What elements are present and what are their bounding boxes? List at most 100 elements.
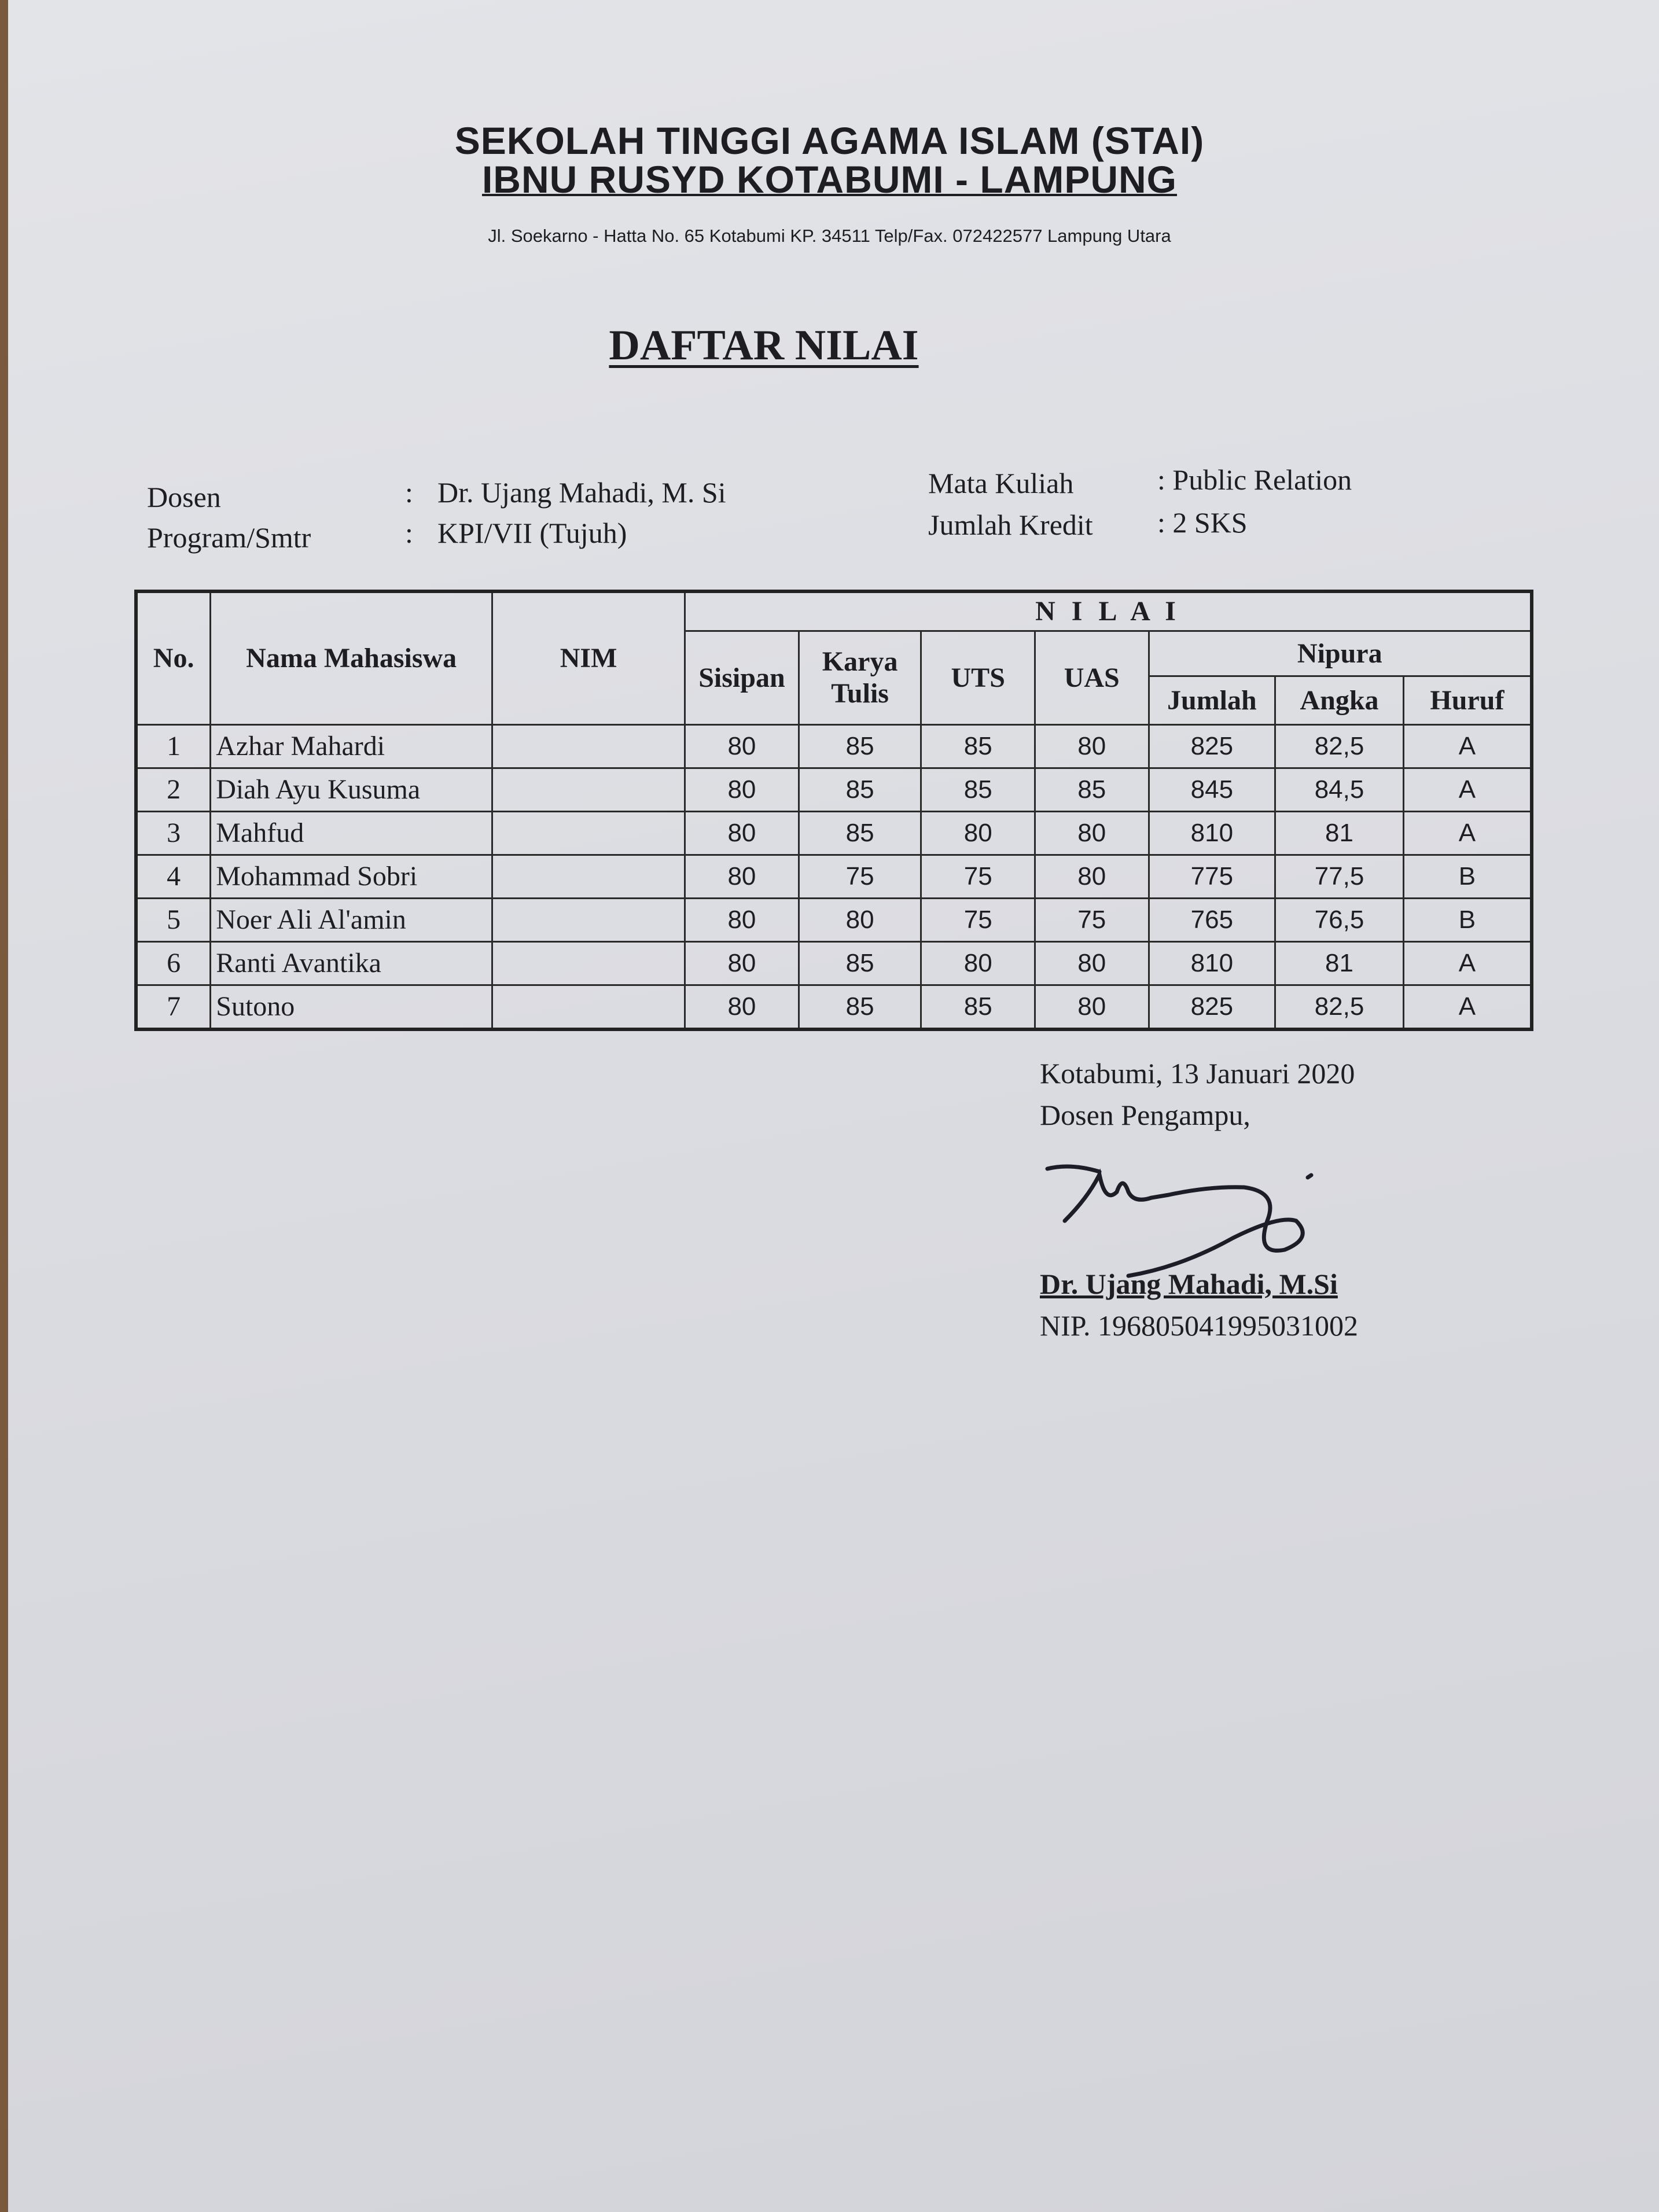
- row-no: 2: [135, 767, 212, 812]
- row-no: 3: [135, 810, 212, 856]
- row-karya-tulis: 85: [797, 940, 922, 986]
- signer-nip: NIP. 196805041995031002: [1040, 1309, 1359, 1342]
- row-angka: 76,5: [1274, 897, 1404, 943]
- row-nim: [491, 853, 686, 899]
- table-row: 6 Ranti Avantika 80 85 80 80 810 81 A: [135, 940, 1533, 986]
- photo-edge: [0, 0, 8, 2212]
- row-huruf: A: [1402, 723, 1533, 769]
- handwritten-signature: [1045, 1164, 1314, 1278]
- row-jumlah: 825: [1147, 723, 1277, 769]
- header-jumlah: Jumlah: [1147, 675, 1277, 726]
- row-nama: Mohammad Sobri: [209, 853, 494, 899]
- row-no: 4: [135, 853, 212, 899]
- signer-role: Dosen Pengampu,: [1040, 1099, 1250, 1131]
- row-jumlah: 845: [1147, 767, 1277, 812]
- row-angka: 81: [1274, 940, 1404, 986]
- row-nama: Mahfud: [209, 810, 494, 856]
- row-no: 1: [135, 723, 212, 769]
- institution-name: SEKOLAH TINGGI AGAMA ISLAM (STAI): [454, 119, 1205, 162]
- row-no: 7: [135, 984, 212, 1030]
- signer-name: Dr. Ujang Mahadi, M.Si: [1040, 1268, 1338, 1300]
- header-huruf: Huruf: [1402, 675, 1533, 726]
- row-karya-tulis: 75: [797, 853, 922, 899]
- row-karya-tulis: 80: [797, 897, 922, 943]
- table-row: 1 Azhar Mahardi 80 85 85 80 825 82,5 A: [135, 723, 1533, 769]
- row-karya-tulis: 85: [797, 810, 922, 856]
- row-sisipan: 80: [684, 723, 800, 769]
- row-uts: 75: [920, 897, 1036, 943]
- row-nim: [491, 767, 686, 812]
- header-angka: Angka: [1274, 675, 1404, 726]
- row-sisipan: 80: [684, 897, 800, 943]
- row-angka: 82,5: [1274, 723, 1404, 769]
- row-jumlah: 775: [1147, 853, 1277, 899]
- header-karya-tulis: Karya Tulis: [797, 630, 922, 726]
- table-row: 4 Mohammad Sobri 80 75 75 80 775 77,5 B: [135, 853, 1533, 899]
- matkul-value: : Public Relation: [1157, 463, 1352, 496]
- row-sisipan: 80: [684, 940, 800, 986]
- row-nim: [491, 897, 686, 943]
- row-uas: 85: [1033, 767, 1150, 812]
- header-uas: UAS: [1033, 630, 1150, 726]
- header-nama: Nama Mahasiswa: [209, 590, 494, 726]
- row-uas: 80: [1033, 940, 1150, 986]
- row-no: 5: [135, 897, 212, 943]
- row-uts: 75: [920, 853, 1036, 899]
- table-row: 7 Sutono 80 85 85 80 825 82,5 A: [135, 984, 1533, 1030]
- kredit-value: : 2 SKS: [1157, 506, 1248, 539]
- institution-address: Jl. Soekarno - Hatta No. 65 Kotabumi KP.…: [488, 226, 1171, 246]
- header-nipura: Nipura: [1147, 630, 1533, 677]
- row-karya-tulis: 85: [797, 723, 922, 769]
- table-row: 5 Noer Ali Al'amin 80 80 75 75 765 76,5 B: [135, 897, 1533, 943]
- row-uas: 80: [1033, 810, 1150, 856]
- row-jumlah: 810: [1147, 810, 1277, 856]
- row-karya-tulis: 85: [797, 767, 922, 812]
- row-uts: 85: [920, 984, 1036, 1030]
- place-date: Kotabumi, 13 Januari 2020: [1040, 1057, 1355, 1090]
- row-huruf: B: [1402, 897, 1533, 943]
- dosen-label: Dosen: [147, 481, 221, 513]
- row-jumlah: 765: [1147, 897, 1277, 943]
- row-no: 6: [135, 940, 212, 986]
- row-sisipan: 80: [684, 853, 800, 899]
- page-title-text: DAFTAR NILAI: [609, 322, 919, 369]
- header-nilai: N I L A I: [684, 590, 1533, 632]
- row-uas: 80: [1033, 723, 1150, 769]
- row-nim: [491, 810, 686, 856]
- program-value: KPI/VII (Tujuh): [437, 517, 627, 549]
- row-sisipan: 80: [684, 810, 800, 856]
- row-huruf: A: [1402, 810, 1533, 856]
- row-huruf: A: [1402, 940, 1533, 986]
- row-jumlah: 810: [1147, 940, 1277, 986]
- row-angka: 81: [1274, 810, 1404, 856]
- kredit-label: Jumlah Kredit: [928, 509, 1093, 541]
- row-uts: 80: [920, 810, 1036, 856]
- table-row: 3 Mahfud 80 85 80 80 810 81 A: [135, 810, 1533, 856]
- row-sisipan: 80: [684, 984, 800, 1030]
- row-uts: 85: [920, 767, 1036, 812]
- row-karya-tulis: 85: [797, 984, 922, 1030]
- program-colon: :: [405, 517, 413, 549]
- dosen-value: Dr. Ujang Mahadi, M. Si: [437, 476, 726, 509]
- header-no: No.: [135, 590, 212, 726]
- header-uts: UTS: [920, 630, 1036, 726]
- row-huruf: A: [1402, 767, 1533, 812]
- program-label: Program/Smtr: [147, 521, 311, 554]
- row-huruf: A: [1402, 984, 1533, 1030]
- table-row: 2 Diah Ayu Kusuma 80 85 85 85 845 84,5 A: [135, 767, 1533, 812]
- row-uts: 85: [920, 723, 1036, 769]
- row-nama: Ranti Avantika: [209, 940, 494, 986]
- row-nama: Noer Ali Al'amin: [209, 897, 494, 943]
- dosen-colon: :: [405, 476, 413, 509]
- row-uas: 80: [1033, 853, 1150, 899]
- row-nama: Diah Ayu Kusuma: [209, 767, 494, 812]
- header-sisipan: Sisipan: [684, 630, 800, 726]
- row-nim: [491, 940, 686, 986]
- grades-table: No. Nama Mahasiswa NIM N I L A I Sisipan…: [134, 590, 1533, 1031]
- row-nim: [491, 984, 686, 1030]
- row-uas: 80: [1033, 984, 1150, 1030]
- row-nama: Azhar Mahardi: [209, 723, 494, 769]
- row-nama: Sutono: [209, 984, 494, 1030]
- row-sisipan: 80: [684, 767, 800, 812]
- row-angka: 77,5: [1274, 853, 1404, 899]
